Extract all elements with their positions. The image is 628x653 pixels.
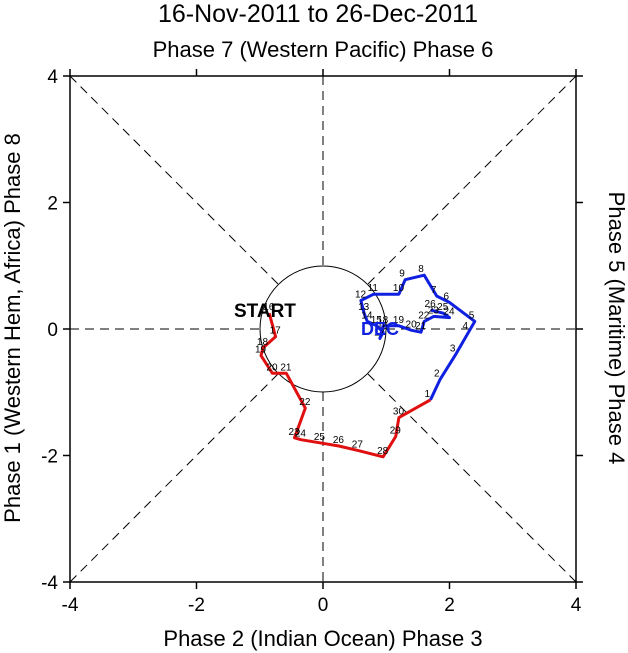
- y-tick-label: -4: [41, 573, 58, 594]
- divider-diagonal-top-right: [367, 75, 577, 285]
- day-label-nov: 17: [270, 326, 282, 337]
- day-label-dec: 3: [450, 343, 456, 354]
- series-line-nov: [259, 312, 432, 459]
- day-label-dec: 15: [371, 315, 383, 326]
- day-label-nov: 20: [266, 362, 278, 373]
- divider-diagonal-top-left: [69, 75, 279, 285]
- day-label-nov: 19: [255, 345, 267, 356]
- day-label-dec: 24: [444, 307, 456, 318]
- day-label-dec: 8: [418, 264, 424, 275]
- y-tick-label: 4: [47, 67, 58, 88]
- day-label-dec: 12: [355, 290, 367, 301]
- y-axis-label-left: Phase 1 (Western Hem, Africa) Phase 8: [0, 133, 25, 523]
- day-label-nov: 22: [299, 397, 311, 408]
- day-label-dec: 19: [393, 315, 405, 326]
- day-label-dec: 11: [368, 283, 379, 294]
- x-axis-label: Phase 2 (Indian Ocean) Phase 3: [163, 626, 482, 651]
- phase-divider-lines: [69, 75, 577, 583]
- day-label-dec: 18: [377, 315, 389, 326]
- day-label-nov: 29: [390, 426, 402, 437]
- day-label-nov: 30: [393, 407, 405, 418]
- day-label-nov: 28: [377, 446, 389, 457]
- day-label-dec: 1: [425, 389, 431, 400]
- y-tick-label: -2: [41, 447, 58, 468]
- day-label-dec: 6: [444, 291, 450, 302]
- x-tick-label: 4: [571, 595, 582, 616]
- x-tick-label: -2: [188, 595, 205, 616]
- day-label-nov: 27: [352, 439, 364, 450]
- series-line-dec: [359, 273, 477, 401]
- unit-circle: [259, 265, 387, 393]
- day-label-nov: 18: [257, 337, 269, 348]
- day-label-nov: 16: [263, 302, 275, 313]
- day-label-dec: 22: [418, 310, 430, 321]
- day-label-nov: 24: [295, 429, 307, 440]
- day-label-nov: 23: [289, 427, 301, 438]
- y-tick-label: 2: [47, 194, 58, 215]
- x-tick-label: -4: [62, 595, 79, 616]
- day-label-dec: 4: [462, 321, 468, 332]
- day-label-dec: 5: [469, 310, 475, 321]
- day-label-dec: 13: [358, 302, 370, 313]
- chart-title: 16-Nov-2011 to 26-Dec-2011: [158, 0, 478, 28]
- month-annotation: DEC: [361, 319, 399, 339]
- day-label-dec: 2: [434, 369, 440, 380]
- day-label-dec: 20: [406, 319, 418, 330]
- y-axis-label-right: Phase 5 (Maritime) Phase 4: [604, 192, 628, 465]
- day-label-dec: 23: [428, 305, 440, 316]
- chart-subtitle: Phase 7 (Western Pacific) Phase 6: [153, 37, 494, 62]
- day-label-dec: 10: [393, 283, 405, 294]
- day-label-dec: 14: [361, 310, 373, 321]
- day-label-dec: 16: [377, 321, 389, 332]
- divider-diagonal-bottom-right: [367, 373, 577, 583]
- day-label-dec: 26: [425, 299, 437, 310]
- day-label-dec: 21: [415, 321, 427, 332]
- plot-area: [69, 75, 577, 583]
- day-label-nov: 26: [333, 435, 345, 446]
- day-label-nov: 25: [314, 432, 326, 443]
- day-label-dec: 9: [399, 269, 405, 280]
- start-annotation: START: [234, 301, 296, 322]
- x-tick-label: 2: [444, 595, 455, 616]
- day-label-dec: 17: [374, 327, 386, 338]
- day-label-dec: 25: [437, 302, 449, 313]
- day-label-dec: 7: [431, 285, 437, 296]
- y-tick-label: 0: [47, 320, 58, 341]
- x-tick-label: 0: [318, 595, 329, 616]
- divider-diagonal-bottom-left: [69, 373, 279, 583]
- day-label-nov: 21: [280, 362, 292, 373]
